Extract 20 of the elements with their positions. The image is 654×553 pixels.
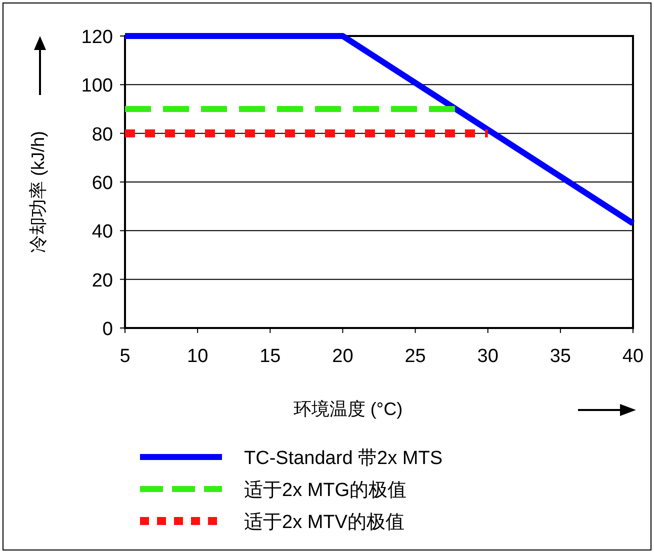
y-tick-label: 100: [81, 76, 113, 97]
x-tick-label: 25: [404, 346, 426, 367]
x-axis-title: 环境温度 (°C): [293, 399, 403, 419]
legend-label: TC-Standard 带2x MTS: [244, 448, 442, 469]
x-tick-label: 20: [332, 346, 354, 367]
x-tick-label: 10: [187, 346, 208, 367]
x-tick-label: 15: [260, 346, 281, 367]
y-tick-label: 120: [81, 27, 113, 48]
x-tick-label: 5: [120, 346, 130, 367]
x-tick-label: 30: [477, 346, 498, 367]
legend-label: 适于2x MTV的极值: [244, 512, 404, 533]
y-tick-label: 0: [102, 319, 113, 340]
legend-label: 适于2x MTG的极值: [244, 480, 407, 501]
y-tick-label: 60: [92, 173, 113, 194]
y-tick-label: 20: [92, 270, 113, 292]
x-tick-label: 40: [622, 346, 644, 367]
x-tick-label: 35: [550, 346, 571, 367]
y-tick-label: 80: [92, 124, 113, 146]
y-tick-label: 40: [92, 222, 113, 243]
y-axis-title: 冷却功率 (kJ/h): [28, 130, 48, 254]
